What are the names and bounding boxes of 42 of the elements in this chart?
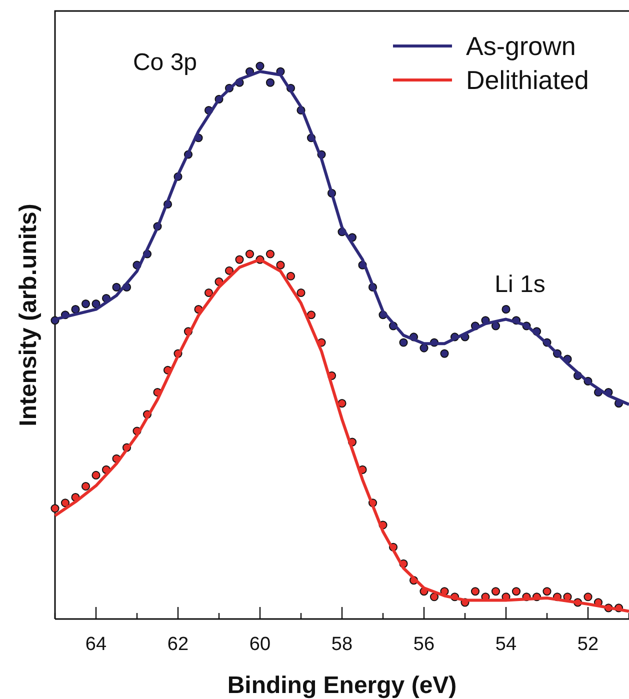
point bbox=[92, 300, 100, 308]
point bbox=[286, 272, 296, 280]
point bbox=[112, 282, 121, 292]
legend-label: Delithiated bbox=[466, 65, 589, 95]
point bbox=[256, 62, 264, 70]
point bbox=[266, 78, 275, 87]
point bbox=[235, 255, 244, 264]
point bbox=[60, 498, 70, 508]
point bbox=[245, 250, 254, 258]
point bbox=[512, 587, 521, 596]
point bbox=[542, 587, 552, 596]
point bbox=[440, 349, 449, 358]
point bbox=[584, 592, 592, 602]
annotation: Co 3p bbox=[132, 49, 198, 76]
annotation: Li 1s bbox=[494, 271, 546, 298]
legend-label: As-grown bbox=[466, 31, 576, 61]
x-axis-title: Binding Energy (eV) bbox=[227, 672, 457, 699]
point bbox=[204, 288, 214, 298]
point bbox=[71, 305, 80, 314]
point bbox=[50, 504, 60, 513]
x-tick-label: 54 bbox=[495, 634, 517, 655]
point bbox=[81, 300, 90, 308]
x-tick-label: 52 bbox=[577, 634, 599, 655]
point bbox=[502, 305, 510, 314]
point bbox=[491, 587, 500, 596]
point bbox=[399, 338, 408, 347]
point bbox=[296, 288, 306, 298]
x-tick-label: 60 bbox=[249, 634, 271, 655]
x-tick-label: 62 bbox=[167, 634, 189, 655]
point bbox=[430, 592, 439, 602]
point bbox=[224, 266, 234, 275]
point bbox=[338, 399, 346, 408]
point bbox=[92, 470, 100, 480]
point bbox=[470, 587, 480, 596]
point bbox=[276, 260, 285, 270]
x-tick-label: 58 bbox=[331, 634, 353, 655]
point bbox=[81, 482, 90, 491]
y-axis-title: Intensity (arb.units) bbox=[15, 204, 42, 426]
point bbox=[306, 310, 316, 320]
x-tick-label: 64 bbox=[85, 634, 107, 655]
point bbox=[266, 250, 275, 258]
x-tick-label: 56 bbox=[413, 634, 435, 655]
